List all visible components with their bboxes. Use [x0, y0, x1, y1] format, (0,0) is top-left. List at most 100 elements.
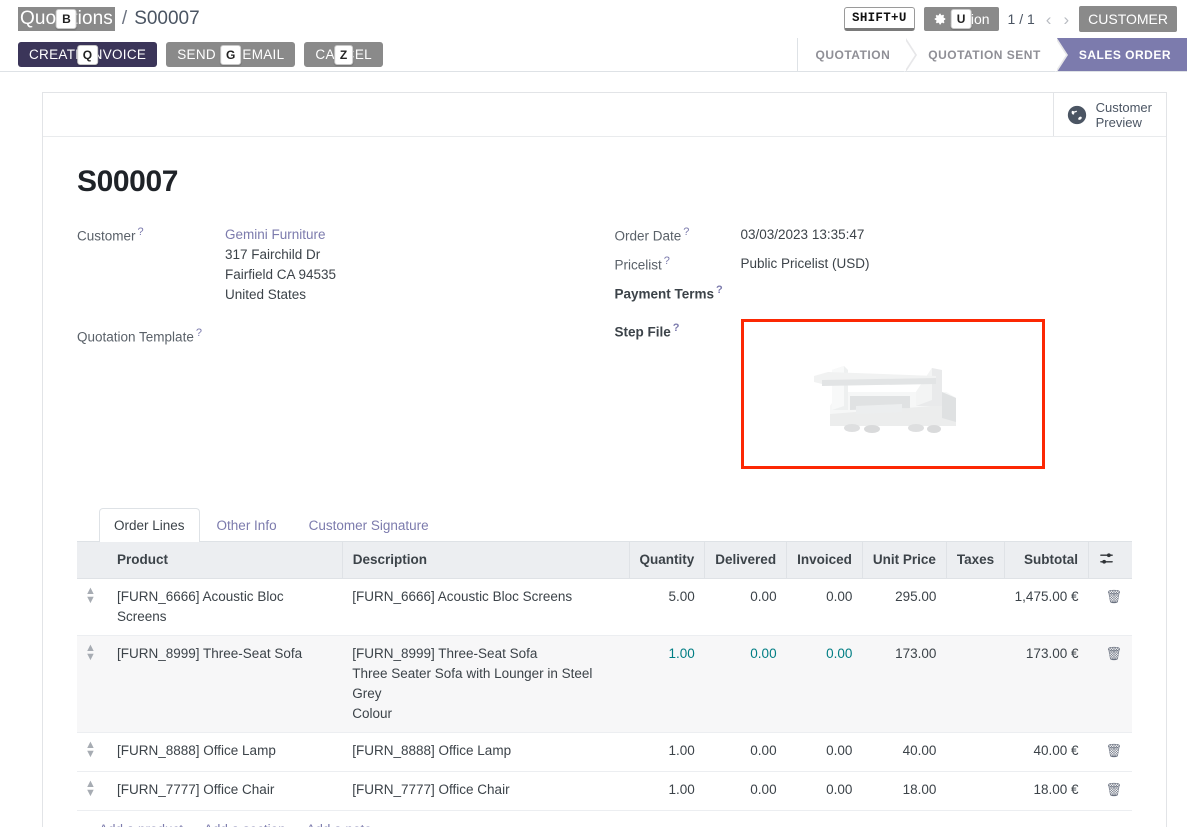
status-stage-sales-order[interactable]: SALES ORDER	[1056, 38, 1187, 71]
help-tooltip-icon[interactable]: ?	[137, 226, 144, 238]
table-row[interactable]: ▲ ▼ [FURN_8888] Office Lamp [FURN_8888] O…	[77, 732, 1132, 772]
tab-other-info[interactable]: Other Info	[202, 508, 292, 542]
breadcrumb-separator: /	[121, 8, 128, 29]
chevron-right-icon[interactable]: ›	[1063, 9, 1070, 29]
cell-quantity[interactable]: 1.00	[629, 771, 705, 811]
create-invoice-button[interactable]: CREATE INVOICE Q	[18, 42, 158, 67]
status-stage-quotation-sent-label: QUOTATION SENT	[928, 47, 1041, 62]
cell-description[interactable]: [FURN_6666] Acoustic Bloc Screens	[342, 578, 630, 636]
customer-button-truncated[interactable]: CUSTOMER	[1079, 6, 1177, 32]
column-subtotal[interactable]: Subtotal	[1004, 541, 1089, 579]
field-pricelist-label: Pricelist?	[615, 254, 741, 273]
cell-taxes[interactable]	[946, 732, 1005, 772]
add-a-note-link[interactable]: Add a note	[306, 820, 371, 827]
breadcrumb-parent-quotations[interactable]: Quotations B	[18, 7, 115, 31]
cell-taxes[interactable]	[946, 578, 1005, 636]
row-delete-button[interactable]: 🗑	[1088, 578, 1132, 636]
cell-invoiced[interactable]: 0.00	[786, 578, 863, 636]
field-customer-value[interactable]: Gemini Furniture 317 Fairchild Dr Fairfi…	[225, 225, 336, 305]
field-step-file-label-text: Step File	[614, 324, 671, 339]
cell-delivered[interactable]: 0.00	[704, 771, 787, 811]
description-line: Colour	[352, 705, 393, 721]
step-file-3d-viewer[interactable]	[740, 318, 1045, 469]
status-stage-quotation[interactable]: QUOTATION	[797, 38, 917, 72]
cell-description[interactable]: [FURN_8888] Office Lamp	[342, 732, 630, 772]
cell-delivered[interactable]: 0.00	[704, 578, 787, 636]
column-taxes[interactable]: Taxes	[946, 541, 1006, 579]
customer-link[interactable]: Gemini Furniture	[225, 227, 326, 242]
cell-taxes[interactable]	[946, 771, 1005, 811]
column-description[interactable]: Description	[342, 541, 630, 579]
cell-product[interactable]: [FURN_7777] Office Chair	[107, 771, 343, 811]
table-row[interactable]: ▲ ▼ [FURN_6666] Acoustic Bloc Screens [FU…	[77, 578, 1132, 636]
create-invoice-kbd-hint: Q	[76, 44, 99, 65]
cell-invoiced[interactable]: 0.00	[786, 771, 863, 811]
customer-button-label: CUSTOMER	[1088, 11, 1168, 27]
field-order-date-value[interactable]: 03/03/2023 13:35:47	[740, 227, 865, 242]
cell-delivered[interactable]: 0.00	[704, 732, 787, 772]
customer-preview-line2: Preview	[1095, 114, 1142, 130]
cell-subtotal: 1,475.00 €	[1004, 578, 1089, 636]
column-delivered[interactable]: Delivered	[704, 541, 788, 579]
column-unit-price[interactable]: Unit Price	[862, 541, 947, 579]
status-stage-quotation-sent[interactable]: QUOTATION SENT	[906, 38, 1068, 72]
cancel-button[interactable]: CANCEL Z	[304, 42, 383, 67]
chevron-left-icon[interactable]: ‹	[1045, 9, 1052, 29]
cell-invoiced[interactable]: 0.00	[786, 732, 863, 772]
field-pricelist: Pricelist? Public Pricelist (USD)	[615, 254, 1133, 274]
cell-subtotal: 173.00 €	[1004, 635, 1089, 733]
cell-delivered[interactable]: 0.00	[704, 635, 787, 733]
cell-quantity[interactable]: 1.00	[629, 732, 705, 772]
row-drag-handle[interactable]: ▲ ▼	[77, 771, 107, 811]
cell-taxes[interactable]	[946, 635, 1005, 733]
tab-customer-signature[interactable]: Customer Signature	[294, 508, 444, 542]
field-pricelist-value[interactable]: Public Pricelist (USD)	[740, 256, 870, 271]
action-menu-button[interactable]: Action U	[923, 7, 999, 31]
column-product[interactable]: Product	[107, 541, 343, 579]
cell-quantity[interactable]: 5.00	[629, 578, 705, 636]
cell-description[interactable]: [FURN_8999] Three-Seat Sofa Three Seater…	[342, 635, 630, 733]
help-tooltip-icon[interactable]: ?	[672, 321, 680, 334]
help-tooltip-icon[interactable]: ?	[663, 255, 670, 267]
send-by-email-button[interactable]: SEND BY EMAIL G	[166, 42, 296, 67]
column-quantity[interactable]: Quantity	[629, 541, 706, 579]
tab-order-lines[interactable]: Order Lines	[99, 507, 200, 542]
gear-icon	[934, 13, 945, 25]
cell-quantity[interactable]: 1.00	[629, 635, 705, 733]
globe-icon	[1067, 105, 1086, 124]
cell-unit-price[interactable]: 295.00	[862, 578, 947, 636]
cell-invoiced[interactable]: 0.00	[786, 635, 863, 733]
row-delete-button[interactable]: 🗑	[1088, 635, 1132, 733]
row-delete-button[interactable]: 🗑	[1088, 771, 1132, 811]
drag-sort-icon: ▲ ▼	[85, 777, 96, 799]
row-delete-button[interactable]: 🗑	[1088, 732, 1132, 772]
row-drag-handle[interactable]: ▲ ▼	[77, 578, 107, 636]
cell-unit-price[interactable]: 18.00	[862, 771, 947, 811]
cell-unit-price[interactable]: 173.00	[862, 635, 947, 733]
field-order-date: Order Date? 03/03/2023 13:35:47	[615, 225, 1133, 245]
cell-unit-price[interactable]: 40.00	[862, 732, 947, 772]
add-a-section-link[interactable]: Add a section	[204, 820, 286, 827]
order-lines-header: Product Description Quantity Delivered I…	[77, 541, 1132, 579]
help-tooltip-icon[interactable]: ?	[683, 226, 690, 238]
row-drag-handle[interactable]: ▲ ▼	[77, 732, 107, 772]
cell-product[interactable]: [FURN_8999] Three-Seat Sofa	[107, 635, 343, 733]
table-row[interactable]: ▲ ▼ [FURN_7777] Office Chair [FURN_7777] …	[77, 771, 1132, 811]
row-drag-handle[interactable]: ▲ ▼	[77, 635, 107, 733]
column-options-button[interactable]	[1088, 541, 1132, 579]
tab-customer-signature-label: Customer Signature	[308, 517, 429, 533]
add-a-product-link[interactable]: Add a product	[99, 820, 183, 827]
notebook-tabs: Order Lines Other Info Customer Signatur…	[77, 507, 1132, 542]
field-payment-terms-label: Payment Terms?	[615, 283, 741, 302]
cell-description[interactable]: [FURN_7777] Office Chair	[342, 771, 630, 811]
column-invoiced[interactable]: Invoiced	[786, 541, 863, 579]
trash-icon: 🗑	[1105, 742, 1122, 758]
cell-product[interactable]: [FURN_6666] Acoustic Bloc Screens	[107, 578, 343, 636]
customer-preview-button[interactable]: Customer Preview	[1052, 93, 1166, 136]
cell-subtotal: 18.00 €	[1004, 771, 1089, 811]
help-tooltip-icon[interactable]: ?	[195, 327, 202, 339]
trash-icon: 🗑	[1105, 588, 1122, 604]
help-tooltip-icon[interactable]: ?	[716, 284, 723, 296]
cell-product[interactable]: [FURN_8888] Office Lamp	[107, 732, 343, 772]
table-row[interactable]: ▲ ▼ [FURN_8999] Three-Seat Sofa [FURN_899…	[77, 635, 1132, 733]
